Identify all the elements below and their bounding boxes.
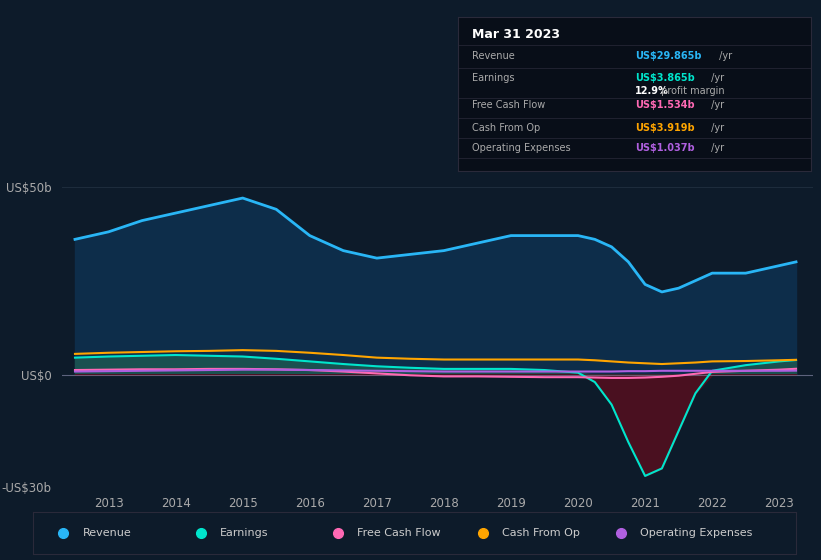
Text: /yr: /yr [708, 143, 724, 153]
Text: US$29.865b: US$29.865b [635, 51, 701, 61]
Text: /yr: /yr [708, 123, 724, 133]
Text: US$3.919b: US$3.919b [635, 123, 695, 133]
Text: US$3.865b: US$3.865b [635, 73, 695, 83]
Text: Free Cash Flow: Free Cash Flow [357, 529, 441, 538]
Text: US$1.037b: US$1.037b [635, 143, 695, 153]
Text: Free Cash Flow: Free Cash Flow [472, 100, 545, 110]
Text: /yr: /yr [708, 100, 724, 110]
Text: Earnings: Earnings [220, 529, 268, 538]
Text: 12.9%: 12.9% [635, 86, 668, 96]
Text: profit margin: profit margin [658, 86, 724, 96]
Text: Revenue: Revenue [82, 529, 131, 538]
Text: Operating Expenses: Operating Expenses [472, 143, 571, 153]
Text: US$1.534b: US$1.534b [635, 100, 695, 110]
Text: Earnings: Earnings [472, 73, 515, 83]
Text: Cash From Op: Cash From Op [472, 123, 540, 133]
Text: /yr: /yr [716, 51, 732, 61]
Text: Revenue: Revenue [472, 51, 515, 61]
Text: Operating Expenses: Operating Expenses [640, 529, 752, 538]
Text: Cash From Op: Cash From Op [502, 529, 580, 538]
Text: Mar 31 2023: Mar 31 2023 [472, 27, 560, 40]
Text: /yr: /yr [708, 73, 724, 83]
